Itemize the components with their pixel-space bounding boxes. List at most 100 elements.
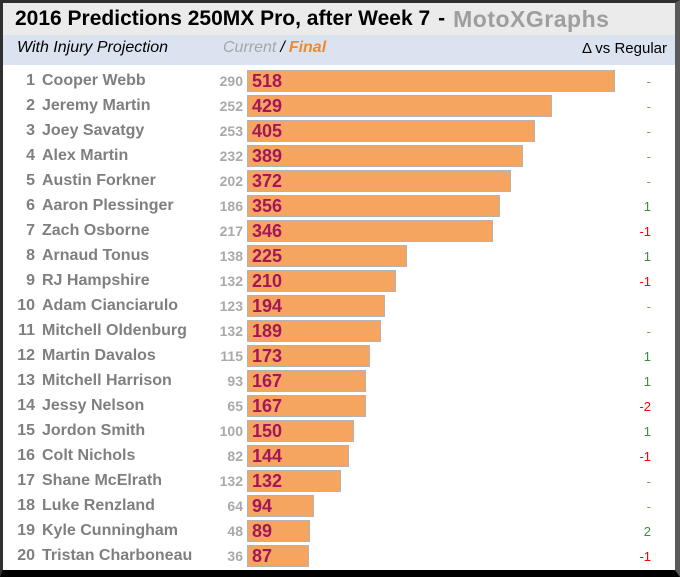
rider-name: Adam Cianciarulo	[42, 297, 179, 314]
table-row: 15 Jordon Smith 100 150 1	[3, 419, 675, 444]
table-row: 3 Joey Savatgy 253 405 -	[3, 119, 675, 144]
rank-label: 10	[17, 297, 35, 314]
rider-name: Martin Davalos	[42, 347, 156, 364]
table-row: 14 Jessy Nelson 65 167 -2	[3, 394, 675, 419]
rank-label: 3	[26, 122, 35, 139]
delta-vs-regular-value: 1	[643, 199, 651, 214]
final-points-bar: 167	[247, 370, 366, 392]
current-points: 36	[227, 548, 243, 564]
rider-name: Zach Osborne	[42, 222, 150, 239]
final-points-bar: 94	[247, 495, 314, 517]
delta-vs-regular-value: -	[646, 74, 651, 89]
final-points-value: 167	[252, 371, 283, 391]
rank-label: 11	[18, 322, 35, 339]
current-points: 132	[219, 323, 243, 339]
final-points-bar: 518	[247, 70, 615, 92]
title-bar: 2016 Predictions 250MX Pro, after Week 7…	[3, 3, 675, 35]
delta-vs-regular-value: 2	[643, 524, 651, 539]
final-points-value: 429	[252, 96, 283, 116]
rider-name: Kyle Cunningham	[42, 522, 179, 539]
current-points: 217	[219, 223, 243, 239]
rank-label: 15	[17, 422, 35, 439]
rider-name: Mitchell Oldenburg	[42, 322, 187, 339]
current-points: 100	[219, 423, 243, 439]
final-points-bar: 87	[247, 545, 309, 567]
table-row: 10 Adam Cianciarulo 123 194 -	[3, 294, 675, 319]
rider-rows-container: 1 Cooper Webb 290 518-2 Jeremy Martin 252 429-…	[3, 65, 675, 569]
delta-vs-regular-value: -	[646, 299, 651, 314]
current-points: 290	[219, 73, 243, 89]
final-points-bar: 429	[247, 95, 552, 117]
rank-label: 8	[26, 247, 35, 264]
legend-final-label: Final	[288, 39, 327, 56]
current-points: 82	[227, 448, 243, 464]
current-points: 132	[219, 473, 243, 489]
delta-vs-regular-value: -1	[639, 549, 651, 564]
delta-vs-regular-value: -	[646, 174, 651, 189]
delta-vs-regular-value: -	[646, 99, 651, 114]
table-row: 2 Jeremy Martin 252 429 -	[3, 94, 675, 119]
delta-vs-regular-value: -2	[639, 399, 651, 414]
final-points-value: 356	[252, 196, 283, 216]
final-points-value: 405	[252, 121, 283, 141]
final-points-bar: 194	[247, 295, 385, 317]
final-points-bar: 372	[247, 170, 511, 192]
rank-label: 19	[17, 522, 35, 539]
rider-name: Cooper Webb	[42, 72, 146, 89]
legend-slash: /	[280, 39, 285, 56]
brand-logo-text: MotoXGraphs	[453, 5, 610, 32]
rider-name: Shane McElrath	[42, 472, 163, 489]
current-points: 93	[227, 373, 243, 389]
rank-label: 1	[26, 72, 35, 89]
final-points-bar: 346	[247, 220, 493, 242]
final-points-value: 194	[252, 296, 283, 316]
delta-vs-regular-value: -1	[639, 224, 651, 239]
final-points-bar: 150	[247, 420, 354, 442]
final-points-value: 210	[252, 271, 283, 291]
table-row: 11 Mitchell Oldenburg 132 189 -	[3, 319, 675, 344]
rider-name: Luke Renzland	[42, 497, 155, 514]
rank-label: 7	[26, 222, 35, 239]
table-row: 9 RJ Hampshire 132 210 -1	[3, 269, 675, 294]
final-points-value: 87	[252, 546, 273, 566]
delta-vs-regular-value: 1	[643, 374, 651, 389]
table-row: 17 Shane McElrath 132 132 -	[3, 469, 675, 494]
current-points: 232	[219, 148, 243, 164]
table-row: 19 Kyle Cunningham 48 89 2	[3, 519, 675, 544]
final-points-value: 94	[252, 496, 273, 516]
final-points-bar: 167	[247, 395, 366, 417]
rider-name: Jessy Nelson	[42, 397, 145, 414]
rider-name: Joey Savatgy	[42, 122, 145, 139]
final-points-value: 518	[252, 71, 283, 91]
delta-vs-regular-value: -1	[639, 449, 651, 464]
final-points-bar: 189	[247, 320, 381, 342]
table-row: 6 Aaron Plessinger 186 356 1	[3, 194, 675, 219]
final-points-value: 89	[252, 521, 273, 541]
rider-name: RJ Hampshire	[42, 272, 150, 289]
final-points-value: 150	[252, 421, 283, 441]
delta-vs-regular-value: -	[646, 124, 651, 139]
table-row: 16 Colt Nichols 82 144 -1	[3, 444, 675, 469]
rank-label: 17	[17, 472, 35, 489]
delta-vs-regular-value: -1	[639, 274, 651, 289]
current-points: 138	[219, 248, 243, 264]
final-points-bar: 389	[247, 145, 523, 167]
final-points-value: 346	[252, 221, 283, 241]
table-row: 5 Austin Forkner 202 372 -	[3, 169, 675, 194]
delta-vs-regular-value: -	[646, 474, 651, 489]
final-points-value: 189	[252, 321, 283, 341]
final-points-bar: 132	[247, 470, 341, 492]
delta-vs-regular-value: -	[646, 324, 651, 339]
final-points-bar: 89	[247, 520, 310, 542]
current-points: 64	[227, 498, 243, 514]
rank-label: 18	[17, 497, 35, 514]
rider-name: Austin Forkner	[42, 172, 156, 189]
final-points-value: 173	[252, 346, 283, 366]
delta-vs-regular-value: 1	[643, 349, 651, 364]
rider-name: Mitchell Harrison	[42, 372, 172, 389]
table-row: 18 Luke Renzland 64 94 -	[3, 494, 675, 519]
table-row: 12 Martin Davalos 115 173 1	[3, 344, 675, 369]
table-row: 13 Mitchell Harrison 93 167 1	[3, 369, 675, 394]
rider-name: Jeremy Martin	[42, 97, 151, 114]
rider-name: Arnaud Tonus	[42, 247, 150, 264]
